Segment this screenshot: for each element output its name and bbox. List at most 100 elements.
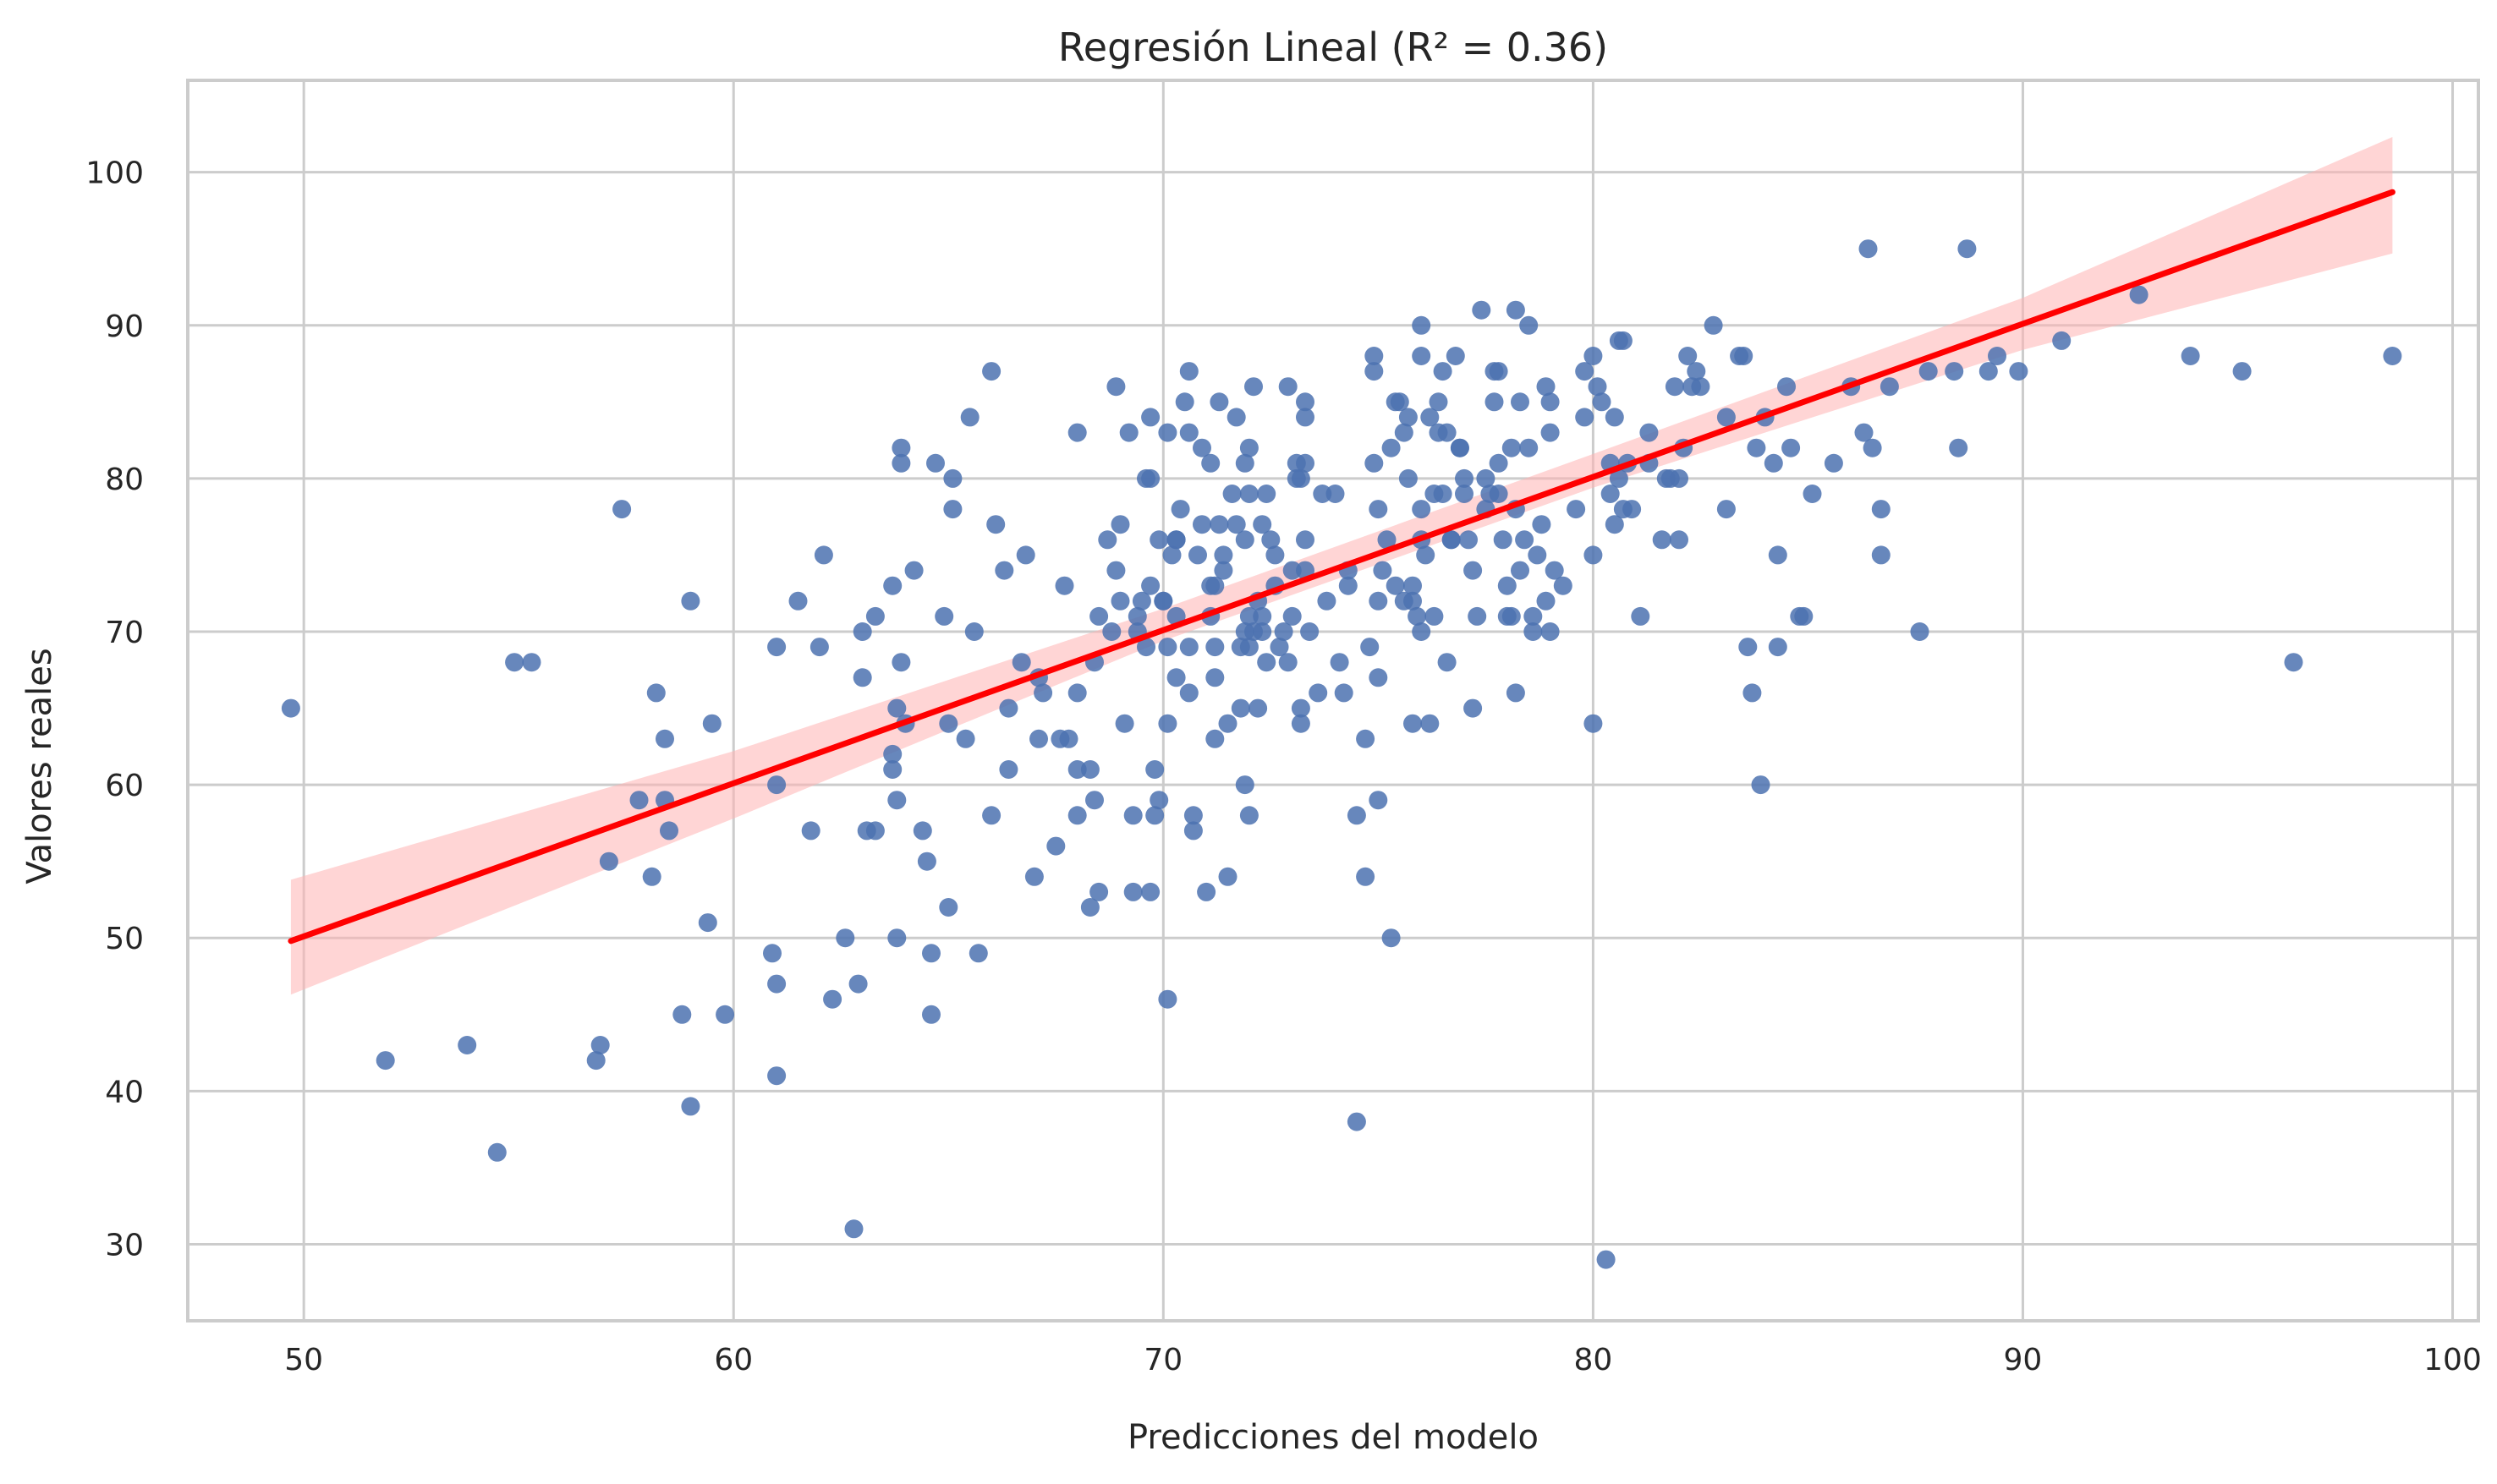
data-point — [1201, 453, 1221, 473]
data-point — [1592, 392, 1611, 412]
x-tick-labels: 50 60 70 80 90 100 — [284, 1343, 2482, 1377]
data-point — [629, 791, 649, 810]
data-point — [1141, 882, 1161, 901]
data-point — [1132, 591, 1151, 611]
data-point — [1325, 485, 1345, 503]
data-point — [1386, 576, 1405, 595]
data-point — [1166, 530, 1186, 550]
scatter-points — [281, 239, 2402, 1269]
data-point — [1506, 300, 1525, 320]
data-point — [1347, 1112, 1366, 1131]
data-point — [2232, 362, 2252, 381]
data-point — [1747, 438, 1766, 457]
y-tick-label: 50 — [105, 922, 144, 956]
data-point — [1734, 347, 1753, 365]
data-point — [1536, 377, 1556, 397]
data-point — [917, 852, 936, 871]
data-point — [1501, 606, 1521, 626]
data-point — [960, 408, 980, 427]
data-point — [1988, 347, 2006, 365]
data-point — [1282, 606, 1302, 626]
data-point — [1691, 377, 1710, 397]
data-point — [1296, 530, 1314, 550]
data-point — [1179, 423, 1199, 442]
data-point — [1381, 438, 1401, 457]
data-point — [1059, 729, 1078, 748]
data-point — [1403, 591, 1422, 611]
data-point — [1102, 622, 1122, 641]
data-point — [1179, 638, 1199, 657]
data-point — [1489, 485, 1508, 503]
data-point — [788, 591, 808, 611]
y-axis-label: Valores reales — [20, 648, 59, 884]
data-point — [505, 653, 524, 672]
data-point — [1670, 530, 1688, 550]
chart-title: Regresión Lineal (R² = 0.36) — [1058, 25, 1608, 70]
data-point — [1244, 377, 1263, 397]
data-point — [883, 576, 903, 595]
data-point — [964, 622, 984, 641]
data-point — [1197, 882, 1216, 901]
data-point — [660, 821, 678, 841]
data-point — [1235, 775, 1254, 795]
data-point — [1300, 622, 1320, 641]
data-point — [1317, 591, 1336, 611]
data-point — [1824, 453, 1843, 473]
data-point — [883, 744, 903, 764]
data-point — [969, 944, 988, 963]
data-point — [853, 622, 872, 641]
data-point — [1291, 468, 1310, 488]
data-point — [1055, 576, 1074, 595]
data-point — [1137, 638, 1155, 657]
data-point — [767, 638, 787, 657]
data-point — [1356, 867, 1375, 886]
data-point — [1231, 698, 1250, 718]
data-point — [1274, 622, 1293, 641]
data-point — [1511, 392, 1529, 412]
data-point — [1278, 653, 1298, 672]
data-point — [1678, 347, 1698, 365]
data-point — [1257, 653, 1276, 672]
data-point — [1188, 545, 1207, 565]
data-point — [1957, 239, 1977, 259]
data-point — [681, 1097, 700, 1116]
data-point — [1605, 515, 1624, 534]
data-point — [836, 928, 855, 948]
data-point — [1270, 638, 1289, 657]
data-point — [1183, 806, 1203, 825]
data-point — [1106, 377, 1126, 397]
data-point — [1080, 760, 1100, 779]
data-point — [1309, 683, 1328, 703]
data-point — [1141, 408, 1161, 427]
data-point — [1605, 408, 1624, 427]
data-point — [1381, 928, 1401, 948]
data-point — [1106, 561, 1126, 580]
data-point — [1239, 438, 1259, 457]
data-point — [814, 545, 833, 565]
data-point — [1429, 392, 1448, 412]
y-tick-label: 70 — [105, 616, 144, 650]
data-point — [809, 638, 829, 657]
data-point — [1253, 515, 1272, 534]
data-point — [1403, 576, 1422, 595]
data-point — [1313, 485, 1332, 503]
data-point — [1567, 500, 1586, 519]
data-point — [943, 468, 963, 488]
data-point — [1210, 392, 1229, 412]
data-point — [767, 775, 787, 795]
data-point — [1455, 485, 1474, 503]
data-point — [1012, 653, 1031, 672]
data-point — [999, 760, 1018, 779]
data-point — [1222, 485, 1242, 503]
data-point — [999, 698, 1018, 718]
data-point — [1497, 576, 1517, 595]
data-point — [1179, 362, 1199, 381]
data-point — [1768, 638, 1787, 657]
data-point — [1119, 423, 1139, 442]
data-point — [1330, 653, 1349, 672]
data-point — [1523, 622, 1543, 641]
data-point — [1282, 561, 1302, 580]
data-point — [1575, 362, 1594, 381]
data-point — [1803, 485, 1822, 503]
